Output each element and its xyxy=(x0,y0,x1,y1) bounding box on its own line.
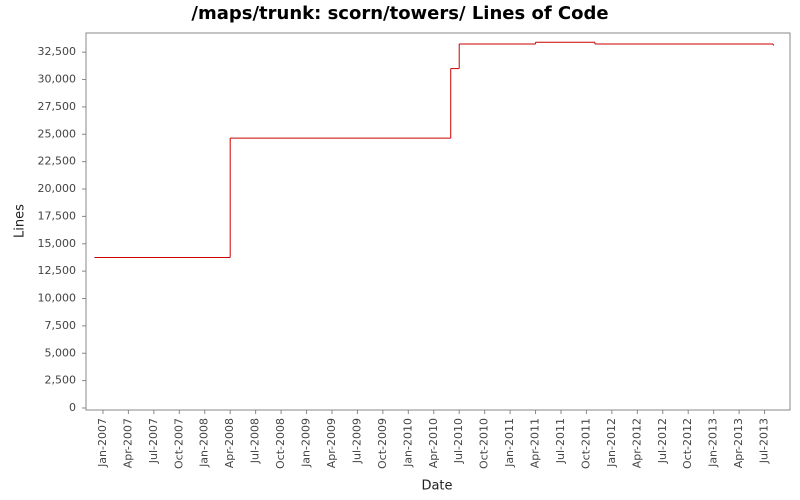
y-tick-label: 2,500 xyxy=(45,374,77,387)
x-tick-label: Oct-2012 xyxy=(681,418,694,469)
y-tick-label: 5,000 xyxy=(45,346,77,359)
x-tick-label: Apr-2009 xyxy=(325,418,338,468)
y-tick-label: 22,500 xyxy=(38,155,77,168)
y-tick-label: 25,000 xyxy=(38,127,77,140)
x-tick-label: Jul-2009 xyxy=(350,418,363,464)
y-tick-label: 10,000 xyxy=(38,292,77,305)
x-tick-label: Jan-2007 xyxy=(96,418,109,468)
x-tick-label: Jan-2013 xyxy=(707,418,720,468)
x-axis-label: Date xyxy=(421,479,452,494)
x-tick-label: Oct-2009 xyxy=(376,418,389,469)
y-tick-label: 17,500 xyxy=(38,209,77,222)
chart-title: /maps/trunk: scorn/towers/ Lines of Code xyxy=(191,3,608,24)
x-tick-label: Oct-2011 xyxy=(579,418,592,469)
x-tick-label: Oct-2010 xyxy=(478,418,491,469)
y-tick-label: 20,000 xyxy=(38,182,77,195)
x-tick-label: Jul-2012 xyxy=(656,418,669,464)
y-tick-label: 7,500 xyxy=(45,319,77,332)
x-tick-label: Jul-2008 xyxy=(249,418,262,464)
plot-area xyxy=(85,32,791,411)
x-tick-label: Apr-2007 xyxy=(121,418,134,468)
x-tick-label: Apr-2011 xyxy=(529,418,542,468)
y-tick-label: 30,000 xyxy=(38,73,77,86)
y-tick-label: 15,000 xyxy=(38,237,77,250)
x-tick-label: Jan-2012 xyxy=(605,418,618,468)
x-tick-label: Jan-2009 xyxy=(300,418,313,468)
x-tick-label: Apr-2008 xyxy=(223,418,236,468)
y-tick-label: 27,500 xyxy=(38,100,77,113)
x-tick-label: Jan-2011 xyxy=(503,418,516,468)
x-tick-label: Jan-2010 xyxy=(401,418,414,468)
y-tick-label: 0 xyxy=(69,401,76,414)
y-tick-label: 32,500 xyxy=(38,45,77,58)
y-axis-label: Lines xyxy=(13,204,28,238)
x-tick-label: Apr-2010 xyxy=(427,418,440,468)
y-tick-label: 12,500 xyxy=(38,264,77,277)
x-tick-label: Jul-2011 xyxy=(554,418,567,464)
x-tick-label: Oct-2008 xyxy=(274,418,287,469)
x-tick-label: Jan-2008 xyxy=(198,418,211,468)
x-tick-label: Apr-2012 xyxy=(630,418,643,468)
x-tick-label: Oct-2007 xyxy=(172,418,185,469)
x-tick-label: Apr-2013 xyxy=(732,418,745,468)
x-tick-label: Jul-2010 xyxy=(452,418,465,464)
x-tick-label: Jul-2007 xyxy=(147,418,160,464)
x-tick-label: Jul-2013 xyxy=(758,418,771,464)
